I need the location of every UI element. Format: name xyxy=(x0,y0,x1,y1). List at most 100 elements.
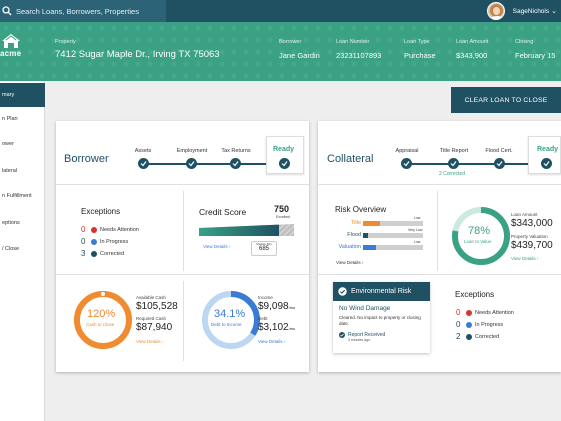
environmental-body: Cleared. No impact to property or closin… xyxy=(339,315,421,326)
sidebar-item-summary[interactable]: mary xyxy=(0,83,45,107)
dti-view-details-link[interactable]: View Details › xyxy=(258,339,286,344)
step-label-appraisal: Appraisal xyxy=(395,148,419,154)
ltv-caption: Loan to Value xyxy=(464,239,492,244)
step-title-report-check-icon[interactable] xyxy=(448,158,459,169)
exception-count: 3 xyxy=(81,249,86,258)
step-flood-cert-check-icon[interactable] xyxy=(494,158,505,169)
property-address: 7412 Sugar Maple Dr., Irving TX 75063 xyxy=(55,49,220,60)
risk-track xyxy=(363,221,423,226)
logo[interactable]: acme xyxy=(0,34,22,58)
risk-bar-valuation xyxy=(363,245,377,250)
divider xyxy=(183,281,184,361)
step-appraisal-check-icon[interactable] xyxy=(401,158,412,169)
credit-score-gauge xyxy=(199,224,294,236)
risk-label-flood: Flood xyxy=(347,232,361,238)
debt-to-income-ring xyxy=(202,291,260,349)
search-box[interactable] xyxy=(0,0,166,22)
step-ready-check-icon[interactable] xyxy=(541,158,552,169)
ltv-percent: 78% xyxy=(468,225,491,237)
report-status: Report Received xyxy=(348,331,386,338)
step-label-employment: Employment xyxy=(176,148,208,154)
income-amount: $9,098 xyxy=(258,301,289,312)
step-ready-check-icon[interactable] xyxy=(279,158,290,169)
step-label-tax-returns: Tax Returns xyxy=(221,148,251,154)
sidebar: mary n Plan ower lateral n Fulfillment e… xyxy=(0,81,45,421)
environmental-risk-card[interactable]: Environmental Risk No Wind Damage Cleare… xyxy=(333,282,430,353)
step-assets-check-icon[interactable] xyxy=(138,158,149,169)
risk-note: Low xyxy=(414,216,421,220)
check-icon xyxy=(91,250,97,257)
alert-icon xyxy=(91,226,97,233)
income-unit: /mo xyxy=(288,305,296,310)
title-report-corrected-note: 2 Corrected xyxy=(439,171,466,177)
collateral-exceptions-title: Exceptions xyxy=(455,290,495,299)
progress-icon xyxy=(466,321,472,328)
credit-score-title: Credit Score xyxy=(199,207,247,217)
meta-loan-type: Loan Type Purchase xyxy=(404,39,436,60)
exception-in-progress[interactable]: 0 In Progress xyxy=(456,320,503,329)
divider xyxy=(56,274,309,275)
exception-needs-attention[interactable]: 0 Needs Attention xyxy=(456,308,514,317)
search-input[interactable] xyxy=(16,6,166,16)
search-icon xyxy=(2,6,12,16)
risk-note: Very Low xyxy=(408,228,423,232)
sidebar-item-borrower[interactable]: ower xyxy=(2,141,14,147)
step-employment-check-icon[interactable] xyxy=(186,158,197,169)
step-label-flood-cert: Flood Cert. xyxy=(485,148,513,154)
sidebar-item-collateral[interactable]: lateral xyxy=(2,168,17,174)
exception-corrected[interactable]: 2 Corrected xyxy=(456,332,499,341)
step-label-ready: Ready xyxy=(273,146,295,153)
stepper-line xyxy=(408,163,550,165)
sidebar-item-fulfillment[interactable]: n Fulfillment xyxy=(2,193,32,199)
income-value: $9,098/mo xyxy=(258,301,295,312)
exception-in-progress[interactable]: 0 In Progress xyxy=(81,237,128,246)
top-bar: SageNichols ⌄ xyxy=(0,0,561,22)
credit-score-rating: Excellent xyxy=(276,215,291,219)
risk-bar-title xyxy=(363,221,380,226)
debt-unit: /mo xyxy=(288,326,296,331)
sidebar-item-loan-plan[interactable]: n Plan xyxy=(2,116,18,122)
credit-view-details-link[interactable]: View Details › xyxy=(203,244,231,249)
exception-count: 0 xyxy=(456,308,461,317)
meta-value: February 15 xyxy=(515,51,556,60)
clear-loan-to-close-button[interactable]: CLEAR LOAN TO CLOSE xyxy=(451,87,561,113)
meta-label: Closing xyxy=(515,39,534,45)
divider xyxy=(318,184,561,185)
exceptions-title: Exceptions xyxy=(81,207,121,216)
cash-to-close-ring xyxy=(74,291,132,349)
risk-view-details-link[interactable]: View Details › xyxy=(336,260,364,265)
meta-label: Loan Amount xyxy=(456,39,489,45)
stepper-line xyxy=(148,163,288,165)
meta-borrower: Borrower Jane Gardin xyxy=(279,39,320,60)
meta-value: Purchase xyxy=(404,51,436,60)
user-name[interactable]: SageNichols xyxy=(512,7,550,15)
ltv-view-details-link[interactable]: View Details › xyxy=(511,256,539,261)
meta-loan-amount: Loan Amount $343,900 xyxy=(456,39,488,60)
check-icon xyxy=(466,333,472,340)
environmental-headline: No Wind Damage xyxy=(339,305,391,312)
borrower-title: Borrower xyxy=(64,153,109,165)
user-menu[interactable]: SageNichols ⌄ xyxy=(486,0,561,22)
avatar[interactable] xyxy=(486,2,505,20)
chevron-down-icon[interactable]: ⌄ xyxy=(551,8,557,15)
exception-label: Needs Attention xyxy=(100,226,139,233)
sidebar-item-exceptions[interactable]: eptions xyxy=(2,220,20,226)
required-cash-label: Required Cash xyxy=(136,316,167,321)
step-label-title-report: Title Report xyxy=(439,148,469,154)
environmental-risk-title: Environmental Risk xyxy=(351,288,412,295)
environmental-risk-header: Environmental Risk xyxy=(333,282,430,301)
sidebar-item-close[interactable]: / Close xyxy=(2,246,20,252)
risk-track xyxy=(363,233,423,238)
exception-count: 2 xyxy=(456,332,461,341)
cash-view-details-link[interactable]: View Details › xyxy=(136,339,164,344)
exception-corrected[interactable]: 3 Corrected xyxy=(81,249,124,258)
meta-loan-number: Loan Number 23231107893 xyxy=(336,39,381,60)
meta-closing: Closing February 15 xyxy=(515,39,555,60)
step-label-ready: Ready xyxy=(537,146,559,153)
meta-label: Loan Type xyxy=(404,39,430,45)
risk-note: Low xyxy=(414,240,421,244)
exception-needs-attention[interactable]: 0 Needs Attention xyxy=(81,225,139,234)
step-tax-returns-check-icon[interactable] xyxy=(230,158,241,169)
property-header: acme Property 7412 Sugar Maple Dr., Irvi… xyxy=(0,22,561,81)
median-label: Median Min xyxy=(256,242,272,246)
